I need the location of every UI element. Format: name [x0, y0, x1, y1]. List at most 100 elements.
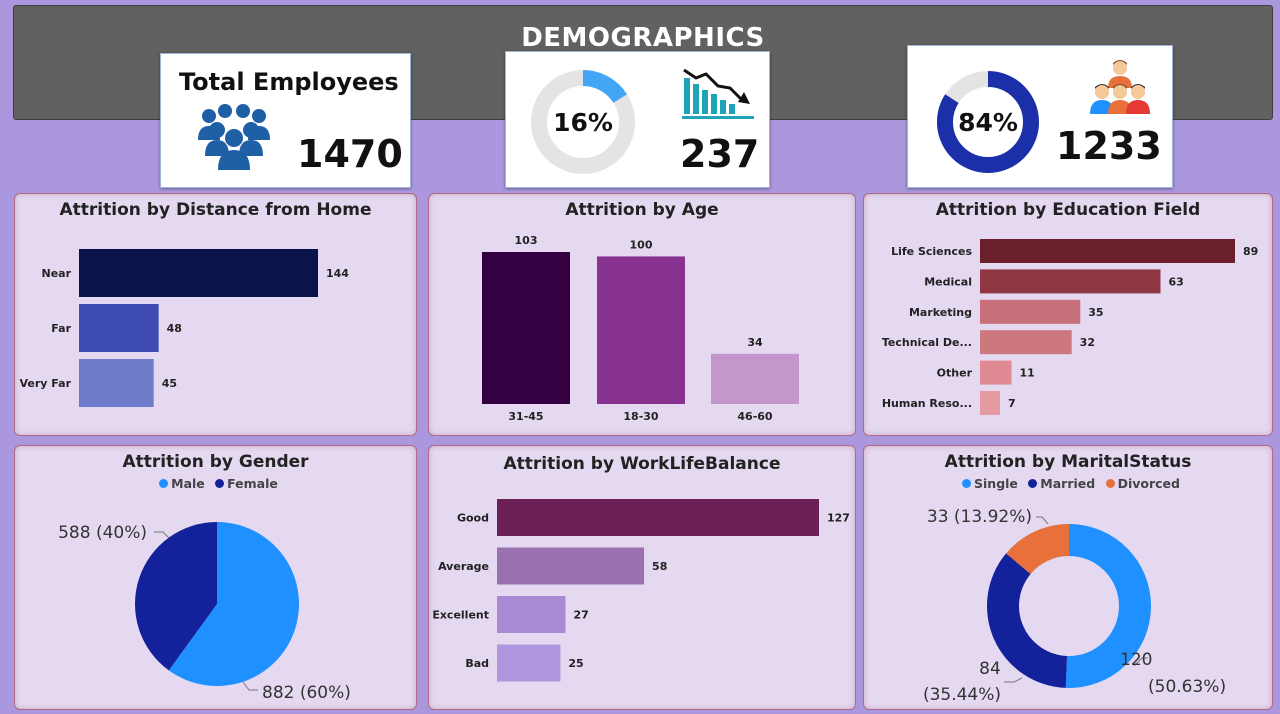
bar [79, 359, 154, 407]
category-label: Medical [924, 275, 972, 288]
retained-donut-gauge: 84% [937, 71, 1039, 173]
legend-dot-married [1028, 479, 1038, 488]
category-label: Technical De... [882, 336, 972, 349]
kpi-retained[interactable]: 84% 1233 [907, 45, 1173, 188]
pie-slice [135, 522, 217, 671]
chart-title: Attrition by MaritalStatus [944, 452, 1192, 472]
team-icon [1090, 60, 1150, 114]
bar [980, 391, 1001, 415]
bar [980, 360, 1012, 385]
category-label: Bad [465, 657, 489, 670]
data-label: 63 [1169, 275, 1184, 288]
legend-divorced: Divorced [1117, 476, 1180, 491]
category-label: Life Sciences [891, 245, 972, 258]
chart-title: Attrition by Distance from Home [59, 200, 372, 220]
bar [497, 547, 645, 585]
data-label: 48 [167, 322, 182, 335]
leader-line [1004, 677, 1023, 683]
page-title: DEMOGRAPHICS [521, 23, 765, 53]
data-label: 27 [573, 609, 588, 622]
category-label: Far [51, 322, 71, 335]
data-label: 25 [568, 657, 583, 670]
attrition-donut-gauge: 16% [531, 70, 635, 174]
category-label: Average [438, 560, 489, 573]
data-label: 11 [1020, 367, 1035, 380]
donut-slice [1006, 524, 1069, 574]
data-label: 84 [979, 659, 1001, 679]
category-label: 46-60 [737, 410, 773, 423]
chart-title: Attrition by Education Field [935, 200, 1201, 220]
kpi-total-employees[interactable]: Total Employees 1470 [160, 53, 411, 188]
data-label: 120 [1120, 650, 1152, 670]
category-label: 31-45 [508, 410, 543, 423]
data-label: 89 [1243, 245, 1258, 258]
panel-education: Attrition by Education Field Life Scienc… [863, 193, 1273, 436]
data-label: 35 [1088, 306, 1103, 319]
gender-chart: 588 (40%) 882 (60%) [58, 522, 351, 703]
legend-dot-divorced [1105, 479, 1115, 488]
bar [497, 499, 819, 536]
leader-line [242, 681, 258, 691]
category-label: Near [41, 267, 71, 280]
age-chart: 103 31-45 100 18-30 34 46-60 [482, 234, 799, 423]
kpi-retained-value: 1233 [1056, 124, 1162, 168]
donut-slice [987, 553, 1068, 688]
kpi-attrition-value: 237 [680, 132, 760, 176]
kpi-attrition[interactable]: 16% 237 [505, 51, 770, 188]
retained-percent-label: 84% [958, 108, 1018, 137]
donut-slice [1065, 524, 1152, 688]
leader-line [1036, 516, 1049, 525]
legend-male: Male [171, 476, 205, 491]
category-label: Human Reso... [882, 397, 972, 410]
legend-dot-male [159, 479, 169, 488]
kpi-total-label: Total Employees [179, 68, 399, 96]
panel-worklife: Attrition by WorkLifeBalance Good 127 Aver… [428, 445, 856, 710]
bar [79, 304, 159, 352]
bar [482, 252, 570, 404]
attrition-percent-label: 16% [553, 108, 613, 137]
people-group-icon [198, 104, 270, 170]
data-label: 34 [747, 336, 763, 349]
category-label: Excellent [432, 609, 489, 622]
pie-slice [168, 522, 299, 686]
education-chart: Life Sciences 89 Medical 63 Marketing 35 Techn… [882, 239, 1258, 415]
data-label: 127 [827, 512, 850, 525]
data-label: 103 [515, 234, 538, 247]
chart-title: Attrition by Age [565, 200, 719, 220]
data-label: 100 [630, 238, 653, 251]
chart-title: Attrition by Gender [122, 452, 309, 472]
data-label: 58 [652, 560, 667, 573]
declining-chart-icon [682, 68, 754, 119]
category-label: Very Far [19, 377, 71, 390]
worklife-chart: Good 127 Average 58 Excellent 27 Bad 25 [432, 499, 850, 682]
data-label: 45 [162, 377, 177, 390]
bar [980, 299, 1081, 324]
bar [497, 596, 566, 633]
panel-marital: Attrition by MaritalStatus Single Marrie… [863, 445, 1273, 710]
bar [980, 330, 1072, 355]
data-label: 588 (40%) [58, 523, 147, 543]
leader-line [154, 531, 170, 539]
category-label: Good [457, 512, 489, 525]
marital-chart: 33 (13.92%) 120 (50.63%) 84 (35.44%) [923, 507, 1226, 705]
data-label: (50.63%) [1148, 677, 1226, 697]
data-label: 882 (60%) [262, 683, 351, 703]
panel-age: Attrition by Age 103 31-45 100 18-30 34 46-60 [428, 193, 856, 436]
data-label: 33 (13.92%) [927, 507, 1032, 527]
data-label: (35.44%) [923, 685, 1001, 705]
distance-chart: Near 144 Far 48 Very Far 45 [19, 249, 349, 407]
category-label: 18-30 [623, 410, 659, 423]
panel-distance: Attrition by Distance from Home Near 144 F… [14, 193, 417, 436]
legend-single: Single [974, 476, 1018, 491]
panel-gender: Attrition by Gender Male Female 588 (40%… [14, 445, 417, 710]
category-label: Marketing [909, 306, 972, 319]
bar [980, 239, 1235, 263]
data-label: 7 [1008, 397, 1016, 410]
bar [980, 269, 1161, 294]
category-label: Other [937, 367, 973, 380]
bar [711, 353, 799, 404]
bar [497, 644, 561, 682]
legend-married: Married [1040, 476, 1096, 491]
leader-line [1133, 657, 1148, 667]
gender-legend: Male Female [15, 476, 416, 491]
